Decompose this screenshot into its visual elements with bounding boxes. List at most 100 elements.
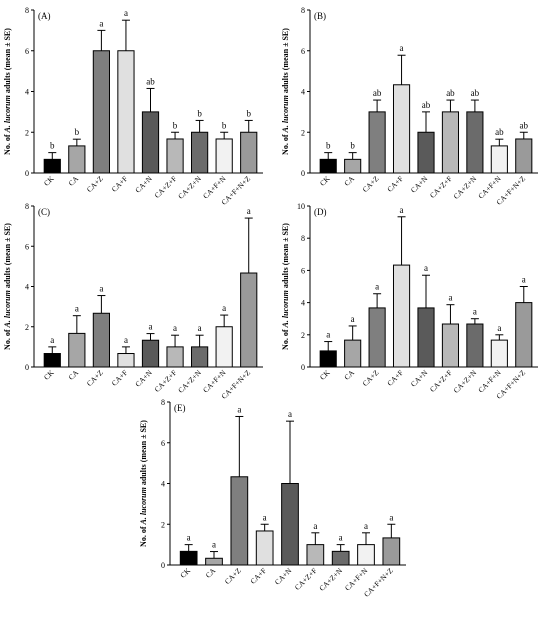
bar [191, 346, 209, 368]
significance-letter: a [473, 307, 477, 317]
significance-letter: a [198, 323, 202, 333]
significance-letter: b [50, 141, 55, 151]
significance-letter: a [424, 263, 428, 273]
y-axis-title-part: No. of [281, 132, 290, 154]
bar [191, 131, 209, 174]
bar [68, 332, 86, 368]
y-tick-label: 8 [25, 6, 29, 15]
bar [215, 326, 233, 368]
panel-label: (A) [38, 11, 51, 21]
y-axis-title-part: adults (mean ± SE) [3, 28, 12, 95]
y-axis-title: No. of A. lucorum adults (mean ± SE) [139, 420, 148, 547]
y-axis-title-part: A. lucorum [3, 95, 12, 133]
panel-label: (B) [314, 11, 326, 21]
x-category-label: CA+Z [223, 566, 243, 586]
significance-letter: ab [520, 120, 529, 130]
y-tick-label: 4 [301, 88, 305, 97]
y-tick-label: 8 [301, 6, 305, 15]
bar [441, 111, 460, 174]
significance-letter: ab [495, 127, 504, 137]
bar [490, 145, 508, 174]
bar [319, 350, 337, 368]
bar [281, 483, 299, 566]
x-category-label: CA+N [133, 368, 154, 389]
x-category-label: CK [318, 174, 332, 188]
significance-letter: ab [146, 76, 155, 86]
x-category-label: CK [42, 368, 56, 382]
bar [43, 158, 61, 174]
x-category-label: CA+Z+F [153, 174, 179, 200]
significance-letter: a [75, 304, 79, 314]
bar [117, 353, 135, 368]
significance-letter: a [50, 335, 54, 345]
panel-d-chart: 0 2 4 6 8 10 No. of A. lucorum adults (mean ± … [281, 202, 538, 401]
y-axis-title-part: adults (mean ± SE) [281, 28, 290, 95]
bar [515, 138, 533, 174]
x-category-label: CA+N [409, 368, 430, 389]
x-category-label: CA+Z+N [452, 174, 479, 201]
y-axis-title: No. of A. lucorum adults (mean ± SE) [281, 223, 290, 350]
x-category-label: CA+F [385, 174, 405, 194]
significance-letter: a [237, 404, 241, 414]
x-category-label: CK [318, 368, 332, 382]
x-category-label: CA [67, 368, 81, 382]
significance-letter: b [246, 108, 251, 118]
significance-letter: a [448, 293, 452, 303]
significance-letter: ab [471, 88, 480, 98]
y-tick-label: 8 [25, 202, 29, 211]
x-category-label: CA+F [385, 368, 405, 388]
bar [230, 476, 249, 566]
x-category-label: CA+Z+N [176, 174, 203, 201]
significance-letter: a [375, 282, 379, 292]
y-axis-title-part: No. of [139, 524, 148, 546]
bar [166, 346, 184, 368]
x-category-label: CA+Z [85, 368, 105, 388]
significance-letter: a [400, 43, 404, 53]
significance-letter: a [212, 540, 216, 550]
x-category-label: CA+F [110, 174, 130, 194]
bar [92, 50, 110, 174]
bar [43, 353, 61, 368]
y-tick-label: 6 [301, 47, 305, 56]
x-category-label: CA+N [273, 566, 294, 587]
bar [240, 131, 258, 174]
significance-letter: a [288, 409, 292, 419]
y-tick-label: 0 [25, 169, 29, 178]
y-tick-label: 2 [301, 331, 305, 340]
x-category-label: CA+F [248, 566, 268, 586]
x-category-label: CK [178, 566, 192, 580]
bar [344, 339, 362, 368]
x-category-label: CA+Z+F [428, 368, 454, 394]
bar [368, 307, 386, 368]
panel-b-chart: 0 2 4 6 8 No. of A. lucorum adults (mean ± SE… [281, 6, 538, 207]
y-tick-label: 4 [161, 480, 165, 489]
x-category-label: CA+Z+N [317, 566, 344, 593]
x-category-label: CA+Z+F [153, 368, 179, 394]
panel-c-chart: 0 2 4 6 8 No. of A. lucorum adults (mean ± SE… [3, 202, 263, 401]
y-tick-label: 4 [25, 88, 29, 97]
y-axis-title-part: A. lucorum [3, 290, 12, 328]
significance-letter: a [326, 330, 330, 340]
y-axis-title-part: No. of [3, 327, 12, 349]
x-category-label: CA+Z+F [293, 566, 319, 592]
bar [205, 557, 223, 566]
significance-letter: a [497, 323, 501, 333]
bar [306, 544, 325, 566]
y-tick-label: 2 [301, 128, 305, 137]
significance-letter: a [187, 533, 191, 543]
significance-letter: b [197, 108, 202, 118]
y-axis-title-part: adults (mean ± SE) [3, 223, 12, 290]
y-tick-label: 0 [301, 363, 305, 372]
significance-letter: ab [422, 100, 431, 110]
bar [357, 544, 375, 566]
bar [92, 312, 110, 368]
bar [417, 307, 435, 368]
x-category-label: CA+Z+N [176, 368, 203, 395]
y-axis-title-part: A. lucorum [281, 290, 290, 328]
x-category-label: CA [342, 368, 356, 382]
x-category-label: CA+Z+F [428, 174, 454, 200]
significance-letter: a [364, 521, 368, 531]
y-axis-title-part: adults (mean ± SE) [281, 223, 290, 290]
bar [382, 537, 401, 566]
